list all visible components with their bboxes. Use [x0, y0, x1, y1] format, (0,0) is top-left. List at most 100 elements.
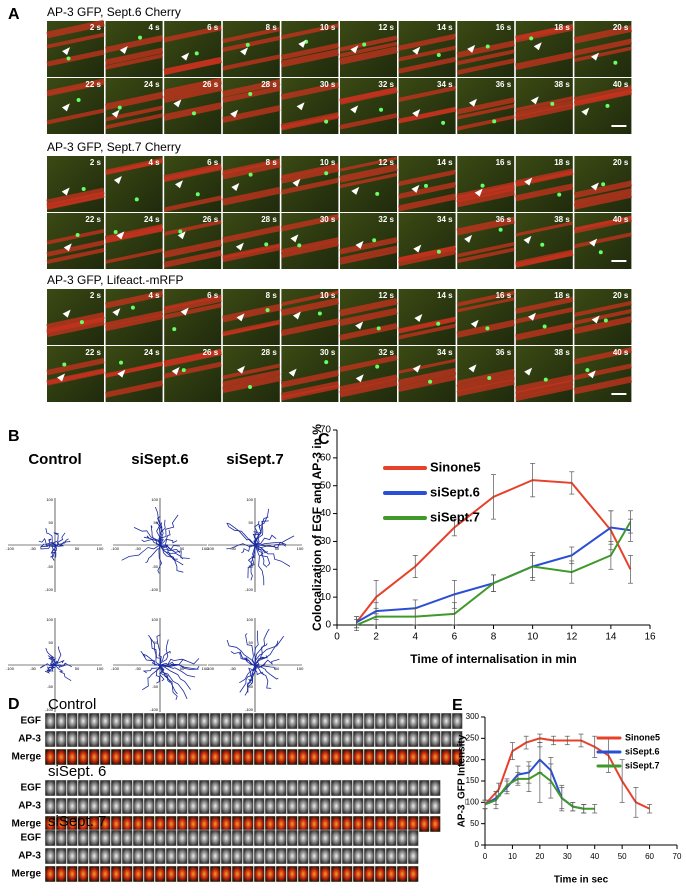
red-filament — [104, 224, 164, 243]
strip-tile — [319, 712, 331, 730]
strip-tile — [154, 847, 166, 865]
error-bar — [633, 787, 639, 818]
strip-tile — [88, 779, 100, 797]
green-spot — [428, 379, 433, 384]
strip-tile — [209, 829, 221, 847]
red-filament — [281, 237, 339, 253]
error-bar — [491, 474, 496, 520]
red-filament — [339, 237, 398, 255]
micro-tile: 34 s — [398, 213, 457, 269]
trajectory — [158, 522, 164, 546]
arrowhead — [412, 46, 421, 55]
strip-tile — [44, 797, 56, 815]
trajectory — [239, 664, 256, 684]
red-filament — [46, 187, 105, 207]
strip-tile — [198, 815, 210, 833]
red-filament — [398, 56, 457, 74]
red-filament — [456, 49, 515, 66]
strip-tile — [374, 815, 386, 833]
strip-tile — [264, 815, 276, 833]
green-spot — [117, 105, 122, 110]
arrowhead — [470, 319, 479, 328]
strip-tile — [385, 748, 397, 766]
arrowhead — [355, 374, 364, 383]
error-bar — [530, 555, 536, 578]
strip-tile — [286, 712, 298, 730]
arrowhead — [589, 238, 598, 247]
x-tick-label: 2 — [373, 632, 379, 643]
trajectory — [157, 544, 162, 574]
red-filament — [163, 77, 222, 97]
trajectory — [154, 506, 163, 546]
strip-tile — [88, 748, 100, 766]
time-label: 4 s — [148, 23, 160, 32]
micro-tile: 26 s — [163, 213, 222, 269]
micro-tile: 36 s — [456, 346, 515, 402]
arrowhead — [590, 182, 599, 191]
strip-tile — [253, 712, 265, 730]
micro-tile: 26 s — [163, 77, 222, 134]
arrowhead — [288, 368, 297, 377]
arrowhead — [63, 243, 72, 252]
time-label: 28 s — [261, 348, 277, 357]
tick-label: 50 — [75, 666, 80, 671]
error-bar — [569, 471, 575, 495]
red-filament — [46, 312, 105, 331]
strip-tile — [418, 815, 430, 833]
arrowhead — [240, 47, 249, 56]
strip-tile — [264, 730, 276, 748]
strip-tile — [99, 748, 111, 766]
strip-tile — [396, 712, 408, 730]
tick-label: 50 — [180, 666, 185, 671]
red-filament — [339, 41, 398, 58]
micro-tile: 18 s — [515, 289, 574, 345]
green-spot — [324, 171, 329, 176]
green-spot — [138, 35, 143, 40]
red-filament — [104, 290, 164, 309]
strip-tile — [110, 712, 122, 730]
strip-tile — [319, 815, 331, 833]
strip-tile — [352, 829, 364, 847]
red-filament — [339, 355, 398, 373]
strip-tile — [407, 815, 419, 833]
error-bar — [504, 778, 510, 793]
strip-tile — [429, 712, 441, 730]
green-spot — [485, 44, 490, 49]
strip-tile — [66, 797, 78, 815]
red-filament — [280, 177, 339, 195]
strip-tile — [297, 815, 309, 833]
micro-tile: 20 s — [573, 21, 633, 77]
strip-tile — [363, 779, 375, 797]
strip-tile — [176, 748, 188, 766]
red-filament — [456, 40, 515, 59]
strip-tile — [88, 847, 100, 865]
strip-tile — [121, 829, 133, 847]
micro-tile: 16 s — [456, 156, 515, 212]
micro-tile: 14 s — [398, 21, 457, 77]
strip-tile — [55, 779, 67, 797]
red-filament — [46, 191, 105, 210]
arrowhead — [412, 364, 421, 373]
arrowhead — [591, 52, 600, 61]
red-filament — [515, 183, 574, 202]
strip-tile — [385, 847, 397, 865]
green-spot — [265, 308, 270, 313]
strip-tile — [264, 779, 276, 797]
y-tick-label: 20 — [320, 564, 332, 575]
red-filament — [398, 169, 457, 187]
strip-tile — [209, 730, 221, 748]
strip-tile — [209, 712, 221, 730]
micro-tile: 2 s — [46, 19, 105, 77]
micro-tile: 6 s — [163, 289, 222, 345]
green-spot — [376, 326, 381, 331]
strip-tile — [198, 748, 210, 766]
arrowhead — [355, 240, 364, 249]
strip-tile — [407, 779, 419, 797]
strip-tile — [176, 865, 188, 883]
error-bar — [548, 763, 554, 799]
strip-tile — [396, 779, 408, 797]
strip-tile — [99, 779, 111, 797]
strip-tile — [363, 730, 375, 748]
red-filament — [339, 172, 398, 189]
trajectory — [140, 650, 160, 666]
